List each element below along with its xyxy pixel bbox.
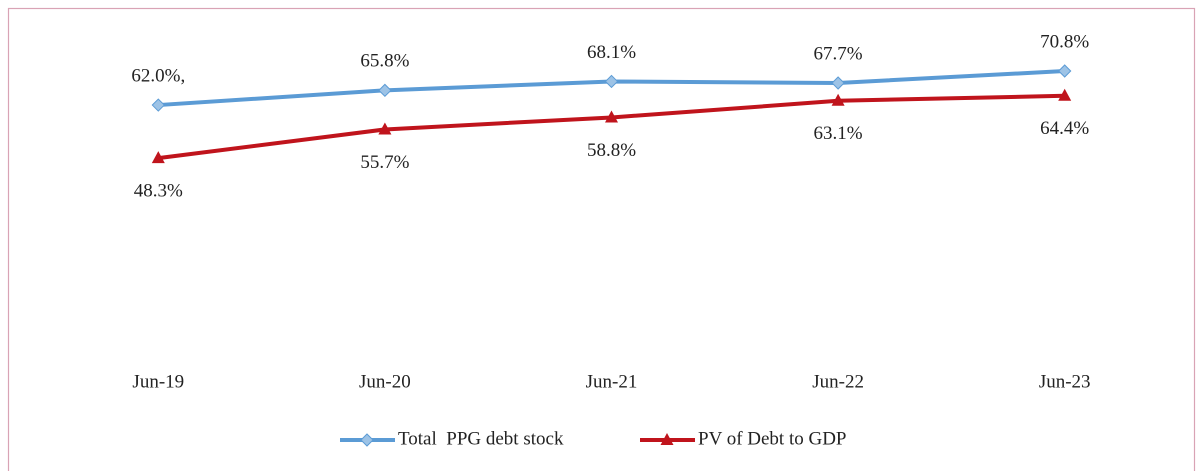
point-marker [1057, 64, 1072, 78]
point-marker [831, 76, 845, 90]
data-label: 67.7% [814, 43, 863, 64]
point-marker [378, 122, 392, 135]
point-marker [360, 433, 374, 447]
x-tick-label: Jun-19 [132, 371, 184, 392]
x-tick-label: Jun-21 [586, 371, 638, 392]
x-tick-label: Jun-23 [1039, 371, 1091, 392]
x-tick-label: Jun-20 [359, 371, 411, 392]
legend-label: PV of Debt to GDP [698, 428, 847, 449]
point-marker [604, 74, 619, 89]
data-label: 64.4% [1040, 118, 1089, 139]
data-label: 65.8% [360, 51, 409, 72]
data-label: 63.1% [814, 123, 863, 144]
point-marker [605, 110, 618, 123]
legend-label: Total PPG debt stock [398, 428, 564, 449]
data-label: 55.7% [360, 152, 409, 173]
data-label: 58.8% [587, 140, 636, 161]
chart-frame [7, 7, 1196, 471]
data-label: 62.0%, [131, 65, 185, 86]
point-marker [1058, 88, 1072, 101]
point-marker [831, 93, 845, 106]
data-label: 48.3% [134, 180, 183, 201]
point-marker [660, 433, 674, 445]
point-marker [151, 98, 166, 112]
x-tick-label: Jun-22 [812, 371, 864, 392]
point-marker [151, 151, 165, 164]
data-label: 68.1% [587, 42, 636, 63]
point-marker [378, 83, 392, 98]
data-label: 70.8% [1040, 31, 1089, 52]
